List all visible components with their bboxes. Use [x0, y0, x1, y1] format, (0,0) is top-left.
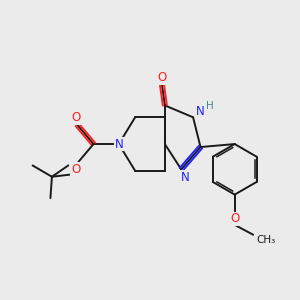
Text: H: H: [206, 101, 214, 111]
Text: CH₃: CH₃: [256, 235, 275, 245]
Text: N: N: [196, 106, 204, 118]
Text: O: O: [71, 163, 80, 176]
Text: O: O: [71, 111, 80, 124]
Text: N: N: [114, 138, 123, 151]
Text: O: O: [230, 212, 239, 226]
Text: O: O: [157, 71, 167, 84]
Text: N: N: [181, 171, 190, 184]
